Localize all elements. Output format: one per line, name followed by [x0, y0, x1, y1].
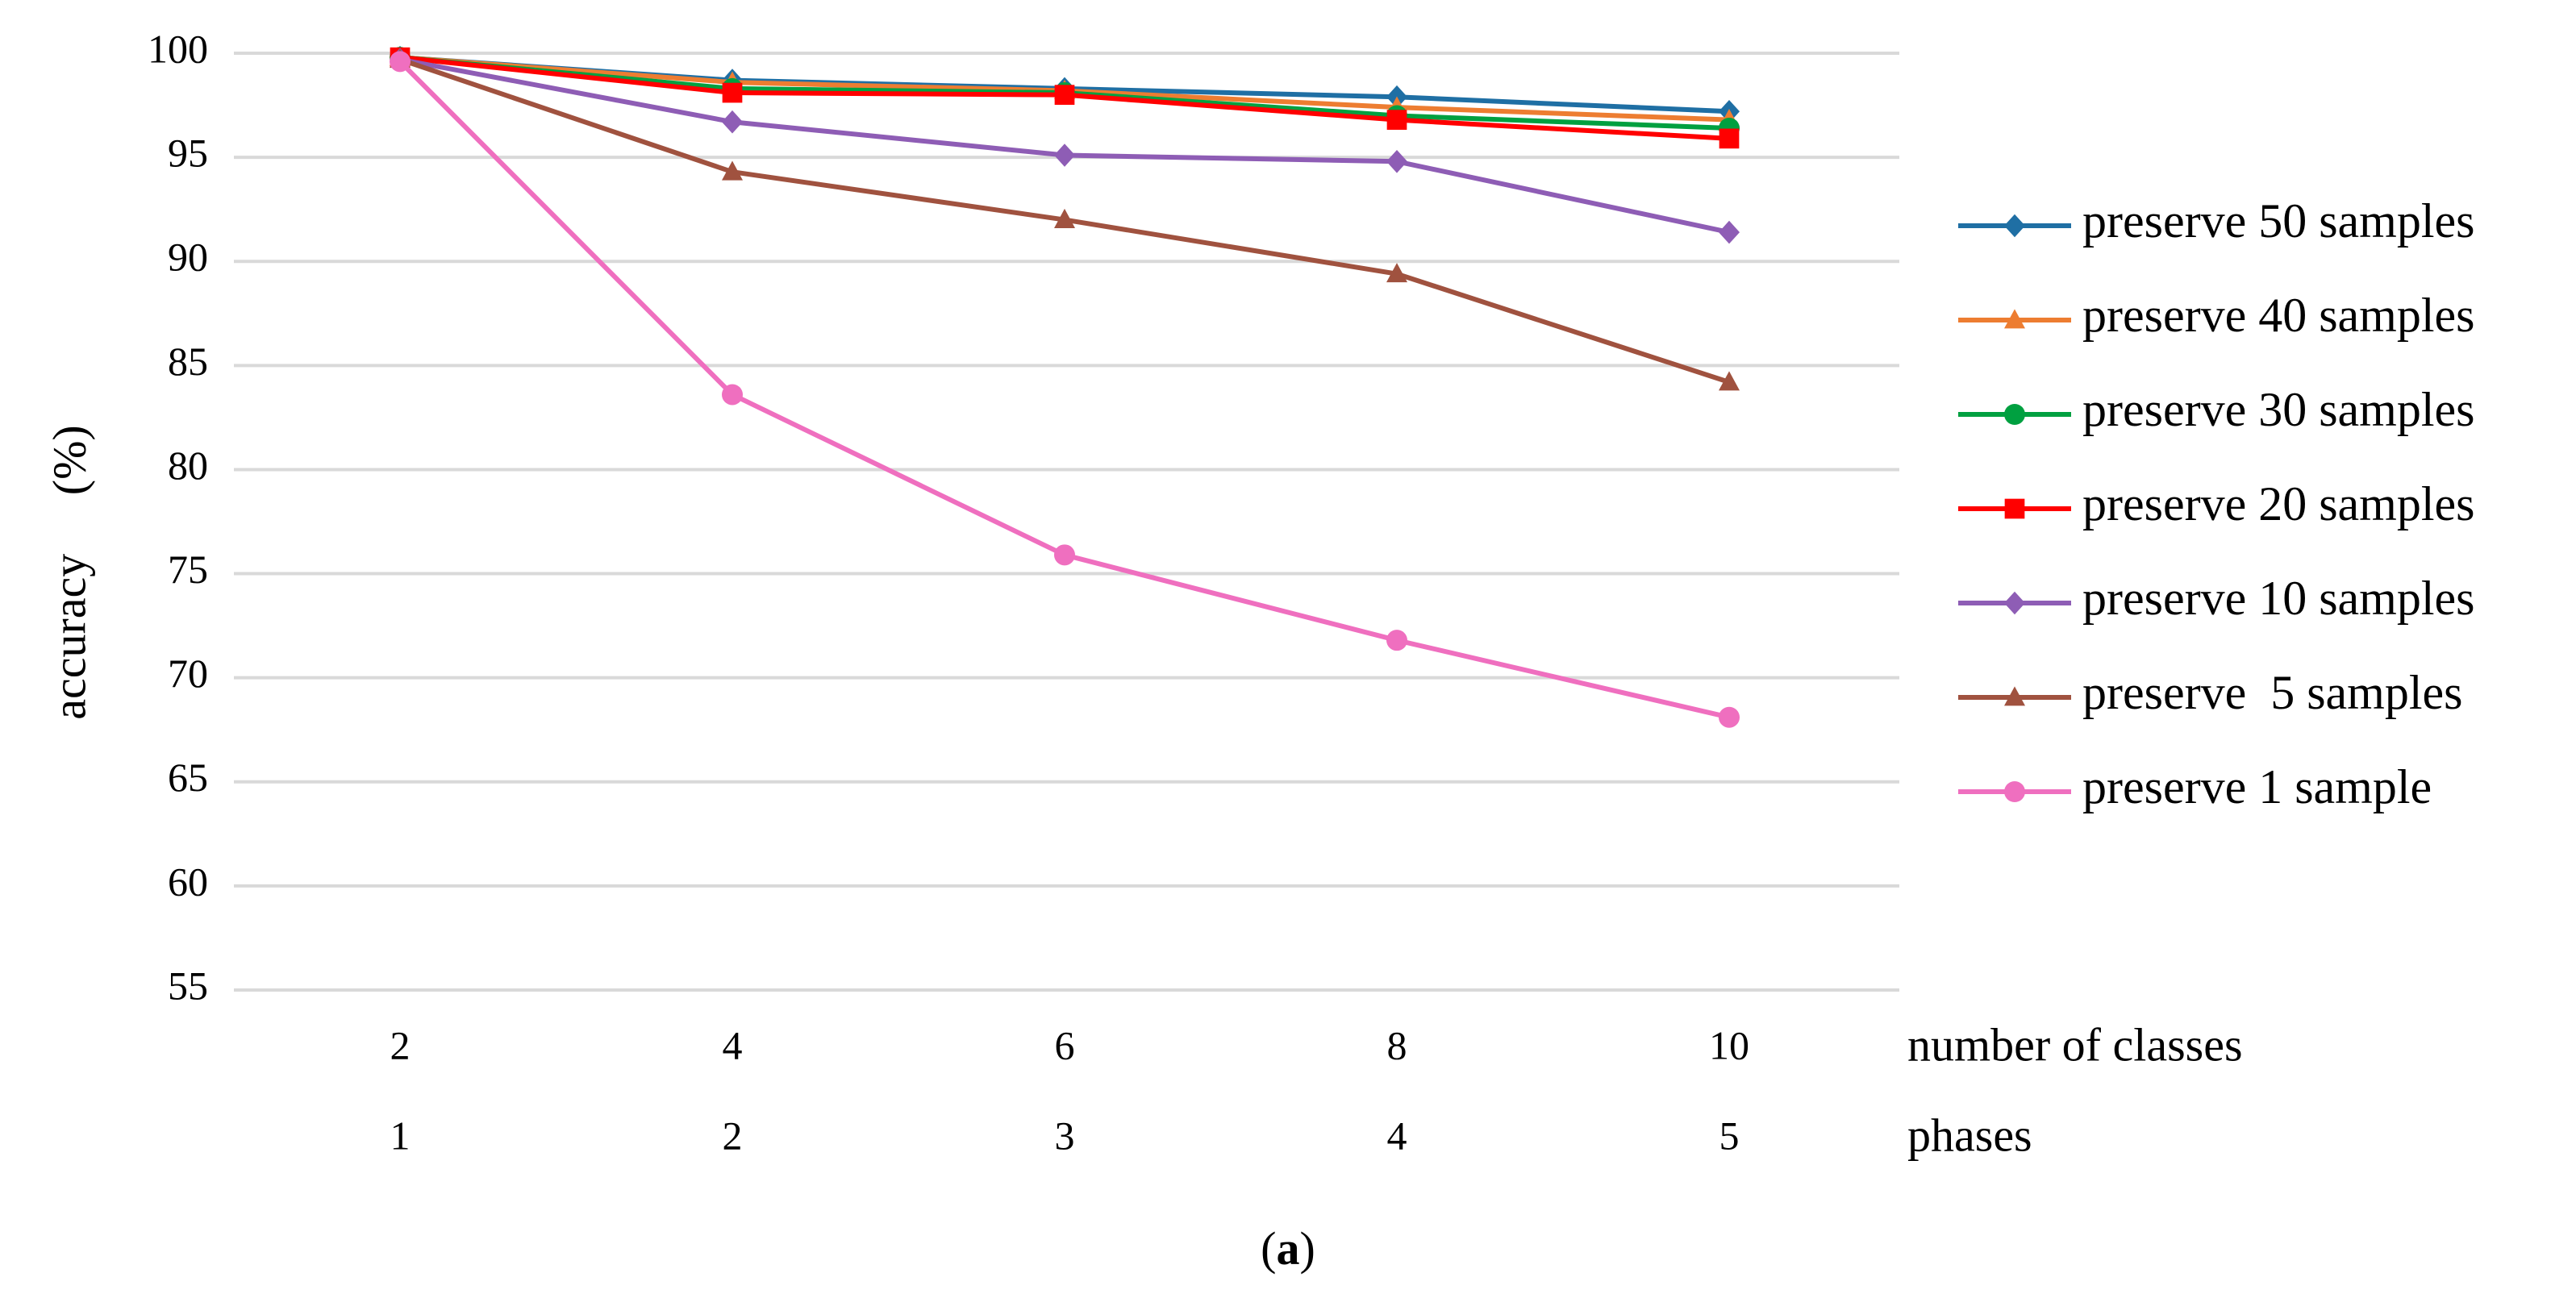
x-axis-ticks: 2 4 6 8 10 number of classes 1 2 3 4 5 phases: [390, 1018, 2243, 1161]
y-tick-label-85: 85: [168, 339, 208, 384]
y-tick-label-65: 65: [168, 755, 208, 800]
y-tick-label-60: 60: [168, 859, 208, 904]
data-point-s7-p1: [390, 51, 411, 73]
legend-label-1: preserve 50 samples: [2082, 194, 2475, 248]
figure-caption: (a): [1261, 1222, 1315, 1275]
x-axis-row-label-phases: phases: [1907, 1109, 2032, 1161]
series-7: [390, 51, 1740, 728]
data-point-s6-p5: [1719, 371, 1740, 391]
data-point-s7-p5: [1719, 706, 1740, 728]
legend-item-4: preserve 20 samples: [1958, 477, 2475, 530]
x-tick-label-number-of-classes-2: 2: [390, 1022, 411, 1067]
legend-item-1: preserve 50 samples: [1958, 194, 2475, 248]
legend: preserve 50 samples preserve 40 samples pr…: [1958, 194, 2475, 813]
y-tick-label-100: 100: [148, 26, 208, 71]
x-tick-label-phases-3: 3: [1055, 1113, 1075, 1158]
y-axis-ticks: 55 60 65 70 75 80 85 90 95 100: [148, 26, 208, 1008]
legend-label-7: preserve 1 sample: [2082, 760, 2432, 813]
legend-label-3: preserve 30 samples: [2082, 383, 2475, 436]
legend-marker-3: [2004, 404, 2025, 425]
legend-marker-4: [2004, 498, 2025, 519]
series-6: [390, 48, 1740, 391]
x-tick-label-number-of-classes-6: 6: [1055, 1022, 1075, 1067]
series-lines: [390, 45, 1740, 728]
legend-item-6: preserve 5 samples: [1958, 666, 2463, 719]
legend-label-6: preserve 5 samples: [2082, 666, 2463, 719]
y-tick-label-55: 55: [168, 963, 208, 1008]
data-point-s6-p4: [1386, 263, 1407, 283]
data-point-s5-p4: [1386, 149, 1407, 173]
legend-marker-2: [2004, 309, 2025, 329]
legend-item-7: preserve 1 sample: [1958, 760, 2432, 813]
x-tick-label-number-of-classes-10: 10: [1709, 1022, 1749, 1067]
y-tick-label-90: 90: [168, 235, 208, 280]
data-point-s4-p5: [1719, 128, 1740, 149]
x-tick-label-phases-5: 5: [1719, 1113, 1740, 1158]
y-tick-label-95: 95: [168, 131, 208, 176]
x-tick-label-phases-4: 4: [1387, 1113, 1407, 1158]
data-point-s7-p4: [1386, 630, 1407, 651]
legend-marker-5: [2004, 591, 2025, 615]
legend-marker-6: [2004, 686, 2025, 706]
data-point-s6-p2: [722, 160, 743, 181]
legend-item-2: preserve 40 samples: [1958, 289, 2475, 342]
data-point-s4-p2: [722, 82, 743, 103]
data-point-s5-p3: [1054, 144, 1075, 167]
legend-item-3: preserve 30 samples: [1958, 383, 2475, 436]
legend-label-5: preserve 10 samples: [2082, 572, 2475, 625]
data-point-s5-p2: [722, 110, 743, 134]
y-tick-label-80: 80: [168, 443, 208, 488]
y-tick-label-75: 75: [168, 547, 208, 592]
gridlines: [234, 52, 1899, 992]
data-point-s4-p3: [1054, 85, 1075, 105]
data-point-s7-p2: [722, 384, 743, 406]
data-point-s7-p3: [1054, 544, 1075, 566]
caption-open-paren: (: [1261, 1222, 1276, 1275]
data-point-s5-p5: [1719, 220, 1740, 244]
x-tick-label-number-of-classes-4: 4: [723, 1022, 743, 1067]
x-tick-label-phases-1: 1: [390, 1113, 411, 1158]
caption-letter: a: [1277, 1222, 1300, 1275]
data-point-s4-p4: [1386, 110, 1407, 130]
caption-close-paren: ): [1300, 1222, 1315, 1275]
legend-label-2: preserve 40 samples: [2082, 289, 2475, 342]
x-tick-label-phases-2: 2: [723, 1113, 743, 1158]
data-point-s6-p3: [1054, 208, 1075, 228]
legend-label-4: preserve 20 samples: [2082, 477, 2475, 530]
y-tick-label-70: 70: [168, 651, 208, 696]
x-tick-label-number-of-classes-8: 8: [1387, 1022, 1407, 1067]
x-axis-row-label-number-of-classes: number of classes: [1907, 1018, 2243, 1071]
legend-item-5: preserve 10 samples: [1958, 572, 2475, 625]
legend-marker-7: [2004, 781, 2025, 802]
series-4: [390, 47, 1740, 149]
legend-marker-1: [2004, 214, 2025, 238]
y-axis-title: accuracy (%): [43, 425, 95, 719]
